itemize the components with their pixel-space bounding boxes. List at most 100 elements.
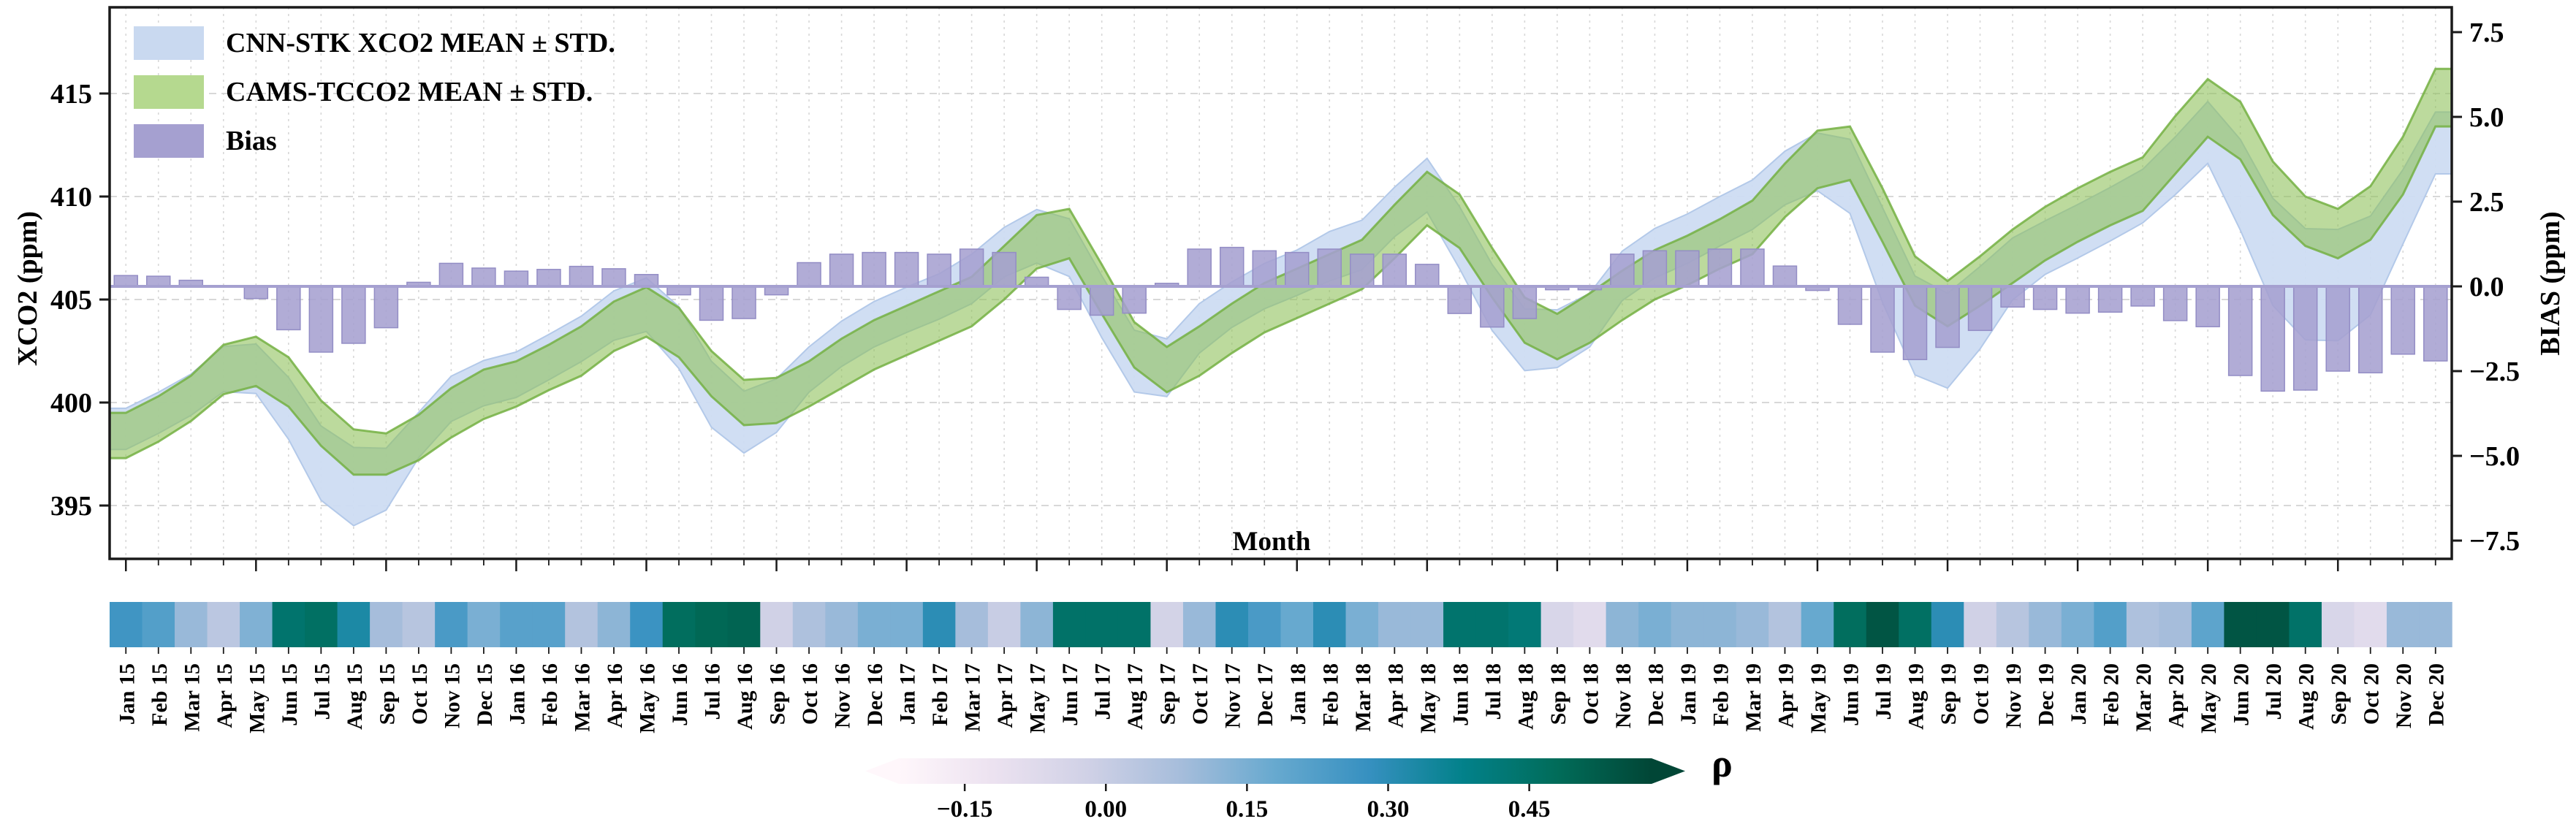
x-tick-label: Mar 20: [2132, 663, 2156, 732]
heatmap-cell: [695, 602, 729, 647]
bias-bar: [992, 251, 1017, 287]
heatmap-cell: [435, 602, 468, 647]
x-tick-label: Jan 18: [1286, 663, 1310, 725]
bias-bar: [732, 286, 756, 319]
x-tick-label: Jul 18: [1481, 663, 1505, 720]
heatmap-cell: [2191, 602, 2225, 647]
heatmap-cell: [792, 602, 827, 647]
heatmap-cell: [1215, 602, 1249, 647]
x-tick-label: Sep 17: [1156, 663, 1180, 725]
x-tick-label: Apr 18: [1383, 663, 1407, 728]
heatmap-cell: [955, 602, 989, 647]
bias-bar: [1252, 250, 1277, 287]
x-tick-label: May 16: [635, 663, 659, 733]
y-tick-label-left: 395: [50, 491, 92, 522]
heatmap-cell: [110, 602, 143, 647]
y-axis-label-right: BIAS (ppm): [2535, 211, 2566, 356]
colorbar-right-arrow-icon: [1652, 758, 1685, 784]
heatmap-cell: [2029, 602, 2062, 647]
heatmap-cell: [337, 602, 371, 647]
heatmap-cell: [2321, 602, 2355, 647]
x-tick-label: Feb 16: [538, 663, 562, 726]
x-tick-label: Apr 16: [603, 663, 627, 728]
heatmap-cell: [1638, 602, 1672, 647]
bias-bar: [1707, 248, 1733, 287]
heatmap-cell: [1182, 602, 1217, 647]
x-tick-label: Nov 19: [2002, 663, 2026, 728]
x-tick-label: Nov 20: [2392, 663, 2416, 728]
colorbar-tick-label: 0.00: [1084, 796, 1127, 823]
bias-bar: [1480, 286, 1505, 328]
heatmap-cell: [1052, 602, 1087, 647]
bias-bar: [1902, 286, 1928, 360]
plot-border: [108, 6, 2453, 560]
bias-bar: [438, 262, 464, 287]
bias-bar: [1935, 286, 1960, 348]
heatmap-cell: [2289, 602, 2322, 647]
colorbar-tick-label: 0.45: [1508, 796, 1551, 823]
bias-bar: [1740, 248, 1765, 287]
heatmap-cell: [2159, 602, 2192, 647]
x-tick-label: Oct 15: [408, 663, 432, 725]
heatmap-cell: [1899, 602, 1932, 647]
heatmap-cell: [1964, 602, 1997, 647]
bias-bar: [829, 253, 854, 287]
heatmap-cell: [1345, 602, 1379, 647]
x-tick-label: Apr 19: [1774, 663, 1798, 728]
heatmap-cell: [727, 602, 761, 647]
bias-bar: [2292, 286, 2318, 391]
cams-band-swatch-icon: [134, 75, 204, 109]
heatmap-cell: [1508, 602, 1542, 647]
bias-bar: [1870, 286, 1895, 353]
x-tick-label: Mar 15: [180, 663, 204, 732]
heatmap-cell: [2386, 602, 2420, 647]
x-tick-label: Nov 16: [831, 663, 855, 728]
bias-bar: [699, 286, 724, 321]
bias-bar: [1317, 248, 1342, 287]
x-tick-label: Jan 16: [505, 663, 529, 725]
bias-bar: [113, 275, 139, 287]
bias-bar: [504, 270, 529, 287]
x-tick-label: Feb 15: [148, 663, 172, 726]
legend-item-bias: Bias: [134, 124, 615, 158]
x-tick-label: Dec 15: [473, 663, 497, 726]
x-tick-label: Aug 16: [733, 663, 757, 730]
heatmap-cell: [890, 602, 924, 647]
heatmap-cell: [1671, 602, 1704, 647]
heatmap-cell: [2256, 602, 2290, 647]
heatmap-cell: [532, 602, 566, 647]
x-tick-label: Nov 18: [1611, 663, 1635, 728]
bias-bar: [2357, 286, 2383, 374]
heatmap-cell: [1573, 602, 1607, 647]
bias-bar: [1382, 253, 1407, 287]
heatmap-cell: [597, 602, 631, 647]
y-tick-label-left: 405: [50, 285, 92, 316]
bias-bar: [2032, 286, 2058, 310]
x-tick-label: May 19: [1806, 663, 1831, 733]
heatmap-cell: [857, 602, 892, 647]
y-tick-label-right: −5.0: [2469, 441, 2520, 472]
bias-bar: [1447, 286, 1473, 314]
colorbar-tick-label: −0.15: [937, 796, 993, 823]
heatmap-cell: [825, 602, 859, 647]
x-tick-label: Apr 20: [2165, 663, 2189, 728]
heatmap-cell: [1768, 602, 1802, 647]
x-tick-label: Oct 20: [2360, 663, 2384, 725]
bias-bar: [276, 286, 301, 331]
bias-bar: [601, 268, 626, 287]
x-tick-label: Jul 15: [310, 663, 334, 720]
x-tick-label: Jan 19: [1676, 663, 1701, 725]
x-tick-label: Jun 15: [278, 663, 302, 726]
bias-bar: [1057, 286, 1082, 310]
heatmap-cell: [662, 602, 696, 647]
bias-bar: [1837, 286, 1863, 325]
x-tick-label: Dec 18: [1644, 663, 1668, 726]
heatmap-cell: [370, 602, 403, 647]
x-tick-label: Aug 20: [2295, 663, 2319, 730]
colorbar-tick-label: 0.30: [1367, 796, 1410, 823]
x-tick-label: Jul 16: [701, 663, 725, 720]
bias-bar: [2000, 286, 2025, 308]
heatmap-cell: [402, 602, 436, 647]
x-tick-label: Apr 15: [213, 663, 237, 728]
heatmap-cell: [175, 602, 208, 647]
